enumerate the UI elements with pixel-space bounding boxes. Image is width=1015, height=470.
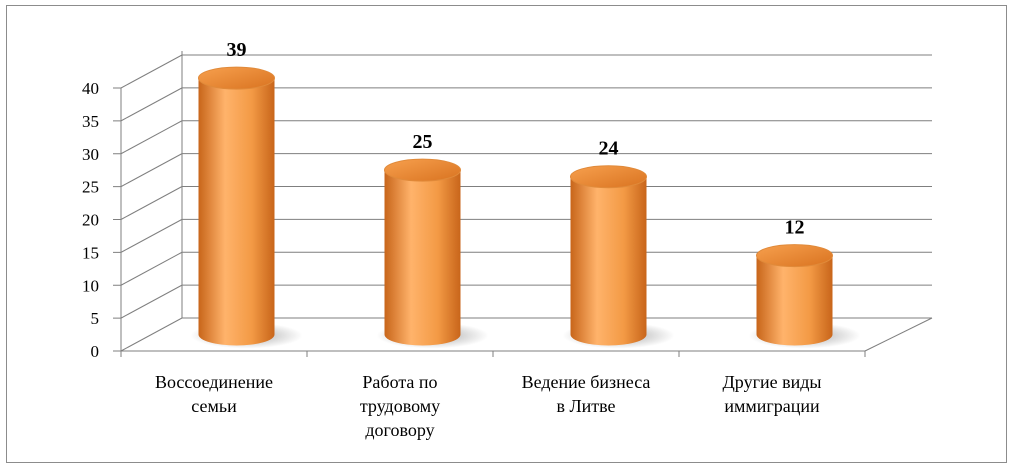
- chart-bars: [190, 66, 861, 349]
- bar-1: [384, 170, 461, 346]
- bar-top-0: [198, 66, 275, 90]
- x-tick-label: иммиграции: [724, 396, 820, 416]
- gridline-side: [120, 120, 183, 155]
- gridline-side: [120, 87, 183, 122]
- y-tick-label: 0: [91, 342, 100, 361]
- bar-3: [756, 255, 833, 346]
- y-tick-label: 20: [82, 211, 99, 230]
- data-label: 39: [227, 39, 247, 61]
- y-tick-label: 15: [82, 243, 99, 262]
- y-tick-label: 40: [82, 79, 99, 98]
- bar-chart: 0 5 10 15 20 25 30 35 40 39 25 24 12 Воссоединение се…: [82, 39, 933, 440]
- data-label: 12: [785, 217, 805, 239]
- x-tick-label: семьи: [191, 396, 237, 416]
- gridline-side: [120, 218, 183, 253]
- x-tick-label: Воссоединение: [155, 372, 273, 392]
- bar-0: [198, 78, 275, 346]
- bar-2: [570, 176, 647, 346]
- y-tick-label: 30: [82, 145, 99, 164]
- x-tick-label: Другие виды: [723, 372, 822, 392]
- gridline-side: [120, 54, 183, 89]
- bar-top-1: [384, 158, 461, 182]
- gridline-side: [120, 317, 183, 352]
- data-label: 25: [413, 131, 433, 153]
- x-tick-label: Ведение бизнеса: [522, 372, 651, 392]
- x-tick-label: Работа по: [362, 372, 437, 392]
- bar-top-3: [756, 244, 833, 268]
- gridline-side: [120, 284, 183, 319]
- gridline-side: [120, 186, 183, 220]
- bar-top-2: [570, 165, 647, 189]
- data-label: 24: [599, 138, 619, 160]
- chart-frame: 0 5 10 15 20 25 30 35 40 39 25 24 12 Воссоединение се…: [6, 5, 1007, 463]
- x-tick-label: договору: [365, 420, 434, 440]
- x-tick-label: трудовому: [360, 396, 440, 416]
- x-tick-label: в Литве: [556, 396, 615, 416]
- floor-right-edge: [864, 317, 933, 352]
- chart-labels: 39 25 24 12 Воссоединение семьи Работа по трудо…: [155, 39, 822, 440]
- y-tick-label: 25: [82, 178, 99, 197]
- y-tick-label: 5: [91, 309, 100, 328]
- y-tick-label: 10: [82, 276, 99, 295]
- gridline-side: [120, 251, 183, 286]
- y-tick-label: 35: [82, 112, 99, 131]
- gridline-side: [120, 153, 183, 188]
